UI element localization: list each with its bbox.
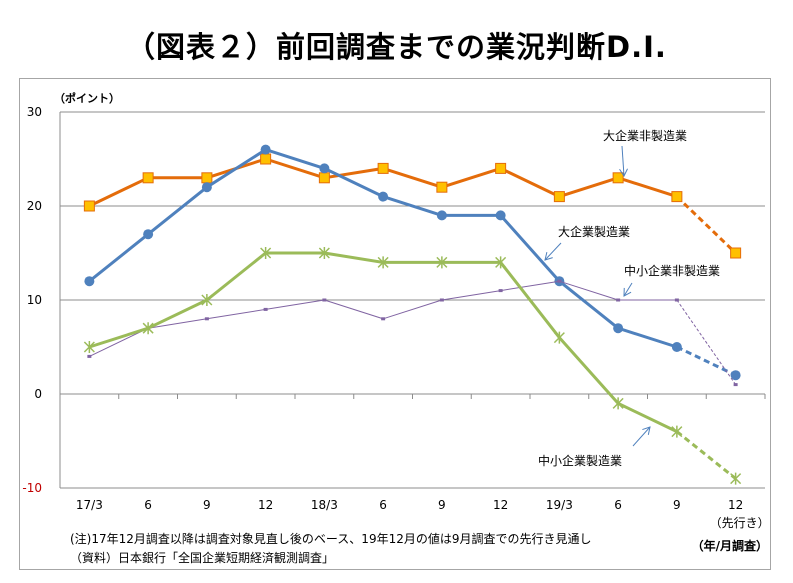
data-point-dash (204, 317, 209, 321)
series-label: 大企業非製造業 (603, 128, 687, 143)
data-point-dash (498, 289, 503, 293)
forecast-label: （先行き） (710, 516, 770, 530)
data-point-square (495, 162, 507, 174)
data-point-square (553, 191, 565, 203)
data-point-star (83, 341, 95, 353)
data-point-dash (674, 298, 679, 302)
label-arrow-head (642, 426, 651, 435)
x-axis-title: （年/月調査） (692, 538, 768, 553)
data-point-dash (322, 298, 327, 302)
y-axis-title: （ポイント） (54, 91, 120, 105)
x-tick-label: 9 (438, 498, 446, 512)
y-tick-label: -10 (22, 481, 42, 495)
x-tick-label: 12 (258, 498, 273, 512)
label-arrow (621, 145, 625, 177)
data-point-dash (263, 307, 268, 311)
data-point-square (318, 172, 330, 184)
data-point-star (318, 247, 330, 259)
data-point-circle (378, 191, 389, 202)
series-label: 中小企業製造業 (538, 453, 622, 468)
y-tick-label: 0 (34, 387, 42, 401)
label-arrow-head (544, 252, 553, 261)
data-point-circle (730, 370, 741, 381)
x-tick-label: 12 (728, 498, 743, 512)
data-point-square (83, 200, 95, 212)
data-point-dash (557, 279, 562, 283)
y-tick-label: 10 (27, 293, 42, 307)
y-tick-label: 30 (27, 105, 42, 119)
x-tick-label: 12 (493, 498, 508, 512)
data-point-dash (381, 317, 386, 321)
data-point-square (142, 172, 154, 184)
label-arrow-head (623, 287, 632, 297)
data-point-circle (436, 210, 447, 221)
label-arrow-head (619, 168, 628, 178)
series-forecast-line (675, 430, 737, 480)
data-point-circle (613, 323, 624, 334)
series-line (88, 251, 678, 433)
label-arrow (623, 282, 633, 297)
data-point-square (260, 153, 272, 165)
data-point-square (377, 162, 389, 174)
data-point-square (671, 191, 683, 203)
x-tick-label: 19/3 (546, 498, 573, 512)
series-forecast-line (676, 345, 737, 377)
data-point-square (436, 181, 448, 193)
series-forecast-line (676, 299, 737, 385)
x-tick-label: 18/3 (311, 498, 338, 512)
data-point-star (436, 256, 448, 269)
data-point-circle (671, 342, 682, 352)
x-tick-label: 6 (614, 498, 622, 512)
data-point-star (201, 294, 213, 306)
data-point-circle (84, 276, 95, 287)
x-tick-label: 6 (144, 498, 152, 512)
x-tick-label: 17/3 (76, 498, 103, 512)
page-title: （図表２）前回調査までの業況判断D.I. (126, 30, 667, 64)
data-point-star (671, 425, 683, 438)
data-point-star (142, 322, 154, 335)
chart-frame (19, 78, 771, 570)
data-point-square (201, 172, 213, 184)
data-point-dash (733, 383, 738, 387)
x-tick-label: 9 (673, 498, 681, 512)
data-point-square (612, 172, 624, 184)
footnote: (注)17年12月調査以降は調査対象見直し後のベース、19年12月の値は9月調査… (70, 532, 592, 546)
series-forecast-line (675, 195, 737, 255)
x-tick-label: 6 (379, 498, 387, 512)
series-label: 中小企業非製造業 (624, 263, 720, 278)
data-point-circle (495, 210, 506, 221)
data-point-square (730, 247, 742, 259)
y-tick-label: 20 (27, 199, 42, 213)
label-arrow (632, 426, 651, 447)
data-point-star (377, 256, 389, 269)
source-note: （資料）日本銀行「全国企業短期経済観測調査」 (70, 551, 335, 565)
data-point-star (612, 397, 624, 410)
data-point-star (553, 331, 565, 344)
data-point-star (495, 256, 507, 269)
data-point-star (730, 472, 742, 485)
data-point-circle (260, 144, 271, 155)
data-point-dash (439, 298, 444, 302)
series-label: 大企業製造業 (558, 224, 630, 239)
data-point-circle (319, 163, 330, 174)
data-point-circle (201, 182, 212, 193)
data-point-star (260, 247, 272, 259)
data-point-circle (143, 229, 154, 240)
data-point-dash (616, 298, 621, 302)
data-point-dash (87, 354, 92, 358)
x-tick-label: 9 (203, 498, 211, 512)
label-arrow (544, 242, 562, 261)
